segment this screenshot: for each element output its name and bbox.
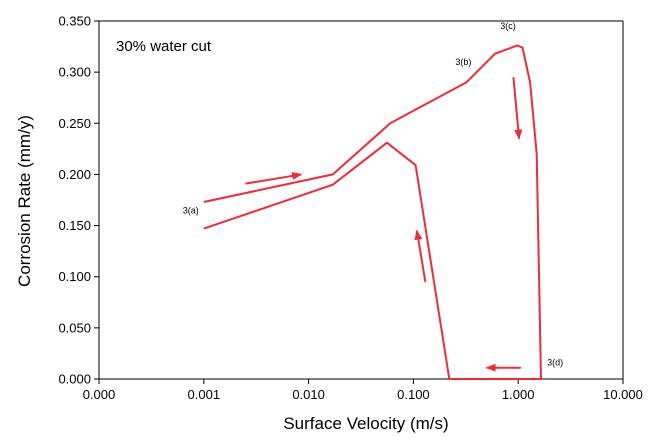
annotation-label: 3(c) xyxy=(500,21,516,31)
arrow-right xyxy=(245,171,303,185)
y-tick-label: 0.300 xyxy=(58,65,91,80)
y-tick-label: 0.000 xyxy=(58,372,91,387)
x-tick-label: 1.000 xyxy=(502,387,535,402)
annotation-label: 3(d) xyxy=(547,358,563,368)
x-tick-label: 0.010 xyxy=(292,387,325,402)
x-tick-label: 0.100 xyxy=(397,387,430,402)
y-axis-title: Corrosion Rate (mm/y) xyxy=(15,115,34,287)
y-tick-label: 0.100 xyxy=(58,269,91,284)
x-tick-label: 0.001 xyxy=(188,387,221,402)
y-axis-ticks: 0.000 0.050 0.100 0.150 0.200 0.250 0.300 0.350 xyxy=(58,14,99,387)
arrow-up xyxy=(414,229,427,282)
x-tick-label: 0.000 xyxy=(83,387,116,402)
plot-area xyxy=(98,20,624,380)
y-tick-label: 0.050 xyxy=(58,320,91,335)
y-tick-label: 0.250 xyxy=(58,116,91,131)
annotation-layer: 3(a) 3(b) 3(c) 3(d) xyxy=(183,21,563,368)
annotation-label: 3(b) xyxy=(455,57,471,67)
plot-frame xyxy=(98,20,624,380)
chart-title: 30% water cut xyxy=(116,38,212,55)
arrow-down xyxy=(512,77,523,140)
arrow-layer xyxy=(245,77,523,372)
series-line-1 xyxy=(203,44,542,380)
x-tick-label: 10.000 xyxy=(603,387,643,402)
x-axis-title: Surface Velocity (m/s) xyxy=(283,414,448,433)
y-tick-label: 0.150 xyxy=(58,218,91,233)
x-axis-ticks: 0.000 0.001 0.010 0.100 1.000 10.000 xyxy=(83,379,643,402)
y-tick-label: 0.350 xyxy=(58,14,91,29)
annotation-label: 3(a) xyxy=(183,205,199,215)
y-tick-label: 0.200 xyxy=(58,167,91,182)
series-layer xyxy=(203,44,542,380)
series-line-2 xyxy=(203,141,541,380)
